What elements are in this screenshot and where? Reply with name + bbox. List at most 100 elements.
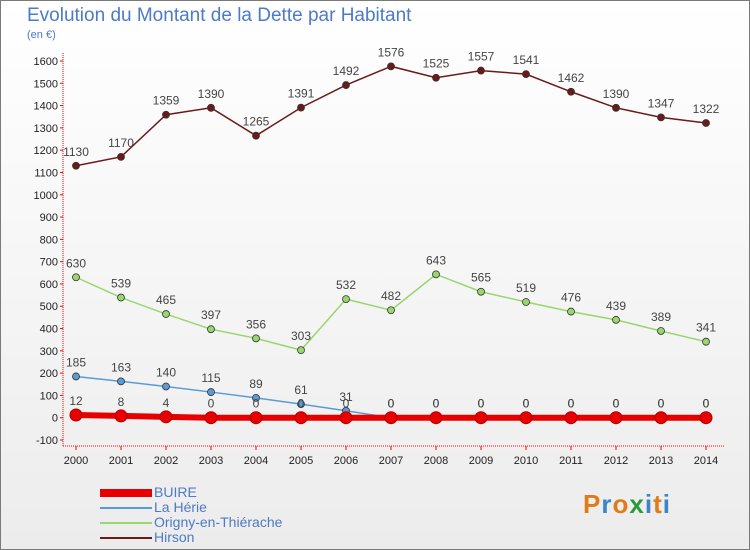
logo-letter: t xyxy=(653,489,663,519)
x-tick-label: 2004 xyxy=(244,455,268,467)
x-tick-label: 2000 xyxy=(64,455,88,467)
data-label: 1492 xyxy=(333,64,360,78)
y-tick-label: 1400 xyxy=(34,101,58,113)
data-label: 140 xyxy=(156,365,176,379)
y-tick-label: 600 xyxy=(40,279,58,291)
data-label: 0 xyxy=(478,397,485,411)
data-label: 89 xyxy=(249,377,263,391)
data-label: 4 xyxy=(163,396,170,410)
data-point xyxy=(117,293,125,302)
data-label: 0 xyxy=(298,397,305,411)
data-label: 0 xyxy=(388,397,395,411)
data-point xyxy=(387,62,395,71)
data-point xyxy=(702,337,710,346)
logo-letter: o xyxy=(612,489,630,519)
data-label: 0 xyxy=(703,397,710,411)
logo-letter: P xyxy=(583,489,602,519)
data-point xyxy=(522,298,530,306)
legend-label: Origny-en-Thiérache xyxy=(154,514,283,530)
data-point xyxy=(159,410,173,424)
data-point xyxy=(609,411,623,425)
data-point xyxy=(387,306,395,315)
y-tick-label: 1500 xyxy=(34,78,58,90)
data-point xyxy=(612,315,620,324)
data-point xyxy=(342,81,350,89)
x-tick-label: 2003 xyxy=(199,455,223,467)
logo-letter: i xyxy=(662,489,671,519)
data-label: 61 xyxy=(294,383,308,397)
data-point xyxy=(297,346,305,355)
y-tick-label: 800 xyxy=(40,234,58,246)
data-point xyxy=(702,119,710,127)
data-point xyxy=(117,377,125,386)
data-label: 0 xyxy=(388,397,395,411)
y-tick-label: 200 xyxy=(40,368,58,380)
x-tick-label: 2006 xyxy=(334,455,358,467)
data-point xyxy=(612,103,620,112)
data-label: 1390 xyxy=(603,87,630,101)
data-label: 1462 xyxy=(558,71,585,85)
data-point xyxy=(252,334,260,343)
data-point xyxy=(252,131,260,140)
y-tick-label: 1300 xyxy=(34,123,58,135)
data-label: 1130 xyxy=(63,145,89,159)
data-label: 185 xyxy=(66,355,86,369)
data-point xyxy=(384,411,398,425)
x-tick-label: 2014 xyxy=(694,455,718,467)
data-label: 0 xyxy=(253,397,260,411)
data-point xyxy=(657,113,665,122)
legend-swatch xyxy=(100,507,152,509)
data-point xyxy=(297,400,305,409)
data-point xyxy=(519,411,533,425)
data-label: 1170 xyxy=(108,136,134,150)
data-point xyxy=(342,295,350,304)
data-label: 643 xyxy=(426,253,446,267)
data-point xyxy=(72,161,80,170)
data-point xyxy=(162,110,170,119)
data-point xyxy=(69,408,83,422)
data-point xyxy=(72,372,80,381)
data-label: 1541 xyxy=(513,53,540,67)
x-tick-label: 2009 xyxy=(469,455,493,467)
data-point xyxy=(117,152,125,161)
y-tick-label: 1600 xyxy=(34,56,58,68)
y-tick-label: 900 xyxy=(40,212,58,224)
data-point xyxy=(252,393,260,402)
data-label: 0 xyxy=(568,397,575,411)
y-tick-label: 300 xyxy=(40,346,58,358)
data-point xyxy=(432,73,440,82)
data-point xyxy=(72,273,80,282)
logo-letter: i xyxy=(644,489,654,519)
data-label: 12 xyxy=(69,394,83,408)
data-label: 1576 xyxy=(378,45,405,59)
legend-label: BUIRE xyxy=(154,484,197,500)
legend-swatch xyxy=(100,489,152,497)
data-point xyxy=(429,411,443,425)
data-point xyxy=(297,103,305,112)
y-tick-label: -100 xyxy=(36,435,58,447)
data-point xyxy=(522,70,530,79)
y-tick-label: 500 xyxy=(40,301,58,313)
x-tick-label: 2012 xyxy=(604,455,628,467)
logo-letter: r xyxy=(601,489,613,519)
data-label: 0 xyxy=(343,397,350,411)
data-label: 476 xyxy=(561,291,581,305)
legend-swatch xyxy=(100,537,152,539)
data-point xyxy=(204,411,218,425)
data-label: 630 xyxy=(66,256,86,270)
y-tick-label: 0 xyxy=(52,413,58,425)
data-point xyxy=(432,270,440,279)
data-label: 0 xyxy=(523,397,530,411)
data-point xyxy=(654,411,668,425)
data-label: 0 xyxy=(523,397,530,411)
data-point xyxy=(567,87,575,96)
data-label: 0 xyxy=(658,397,665,411)
data-label: 356 xyxy=(246,317,266,331)
data-label: 1347 xyxy=(648,96,675,110)
data-label: 0 xyxy=(478,397,485,411)
data-label: 389 xyxy=(651,310,671,324)
data-point xyxy=(564,411,578,425)
x-tick-label: 2008 xyxy=(424,455,448,467)
data-point xyxy=(207,388,215,396)
